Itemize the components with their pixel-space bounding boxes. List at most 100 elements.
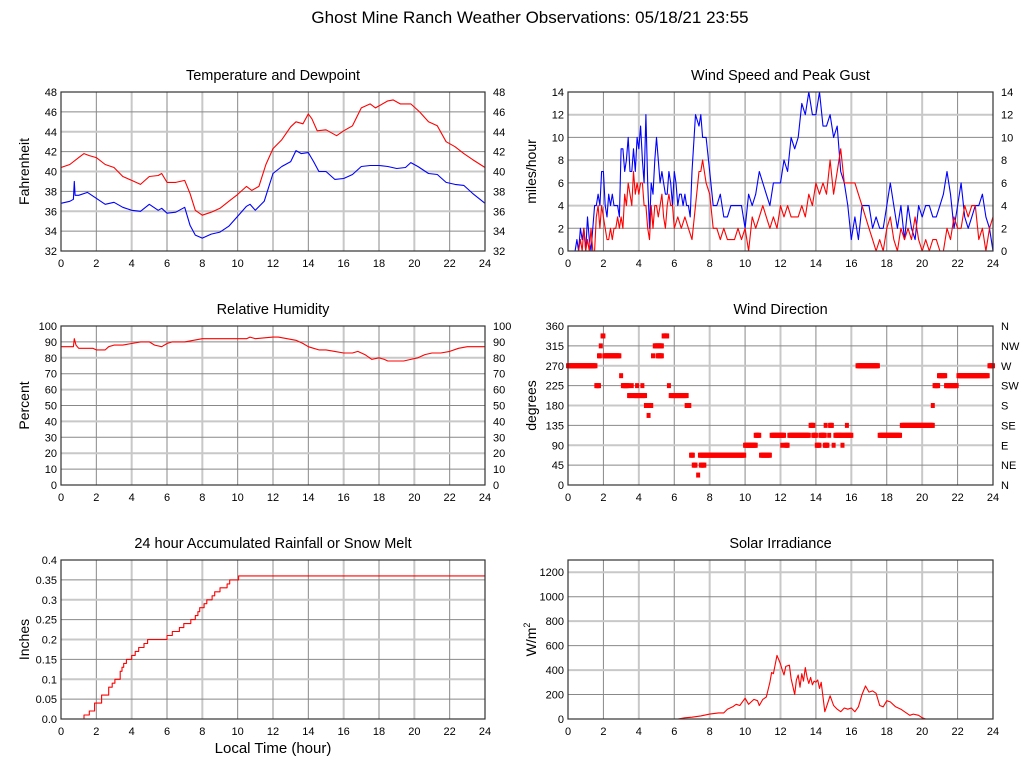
series-line-accumulated-rainfall xyxy=(61,575,485,720)
data-point xyxy=(806,432,811,438)
data-point xyxy=(831,442,836,448)
x-tick-label: 14 xyxy=(810,726,822,738)
y-axis-label-text: Inches xyxy=(16,619,32,660)
data-point xyxy=(757,432,762,438)
x-tick-label: 18 xyxy=(881,492,893,504)
data-point xyxy=(849,432,854,438)
y-tick-label: 270 xyxy=(546,361,564,373)
y-tick-label: 360 xyxy=(546,321,564,333)
y-tick-label: 0.05 xyxy=(36,694,57,706)
y-tick-label: 48 xyxy=(45,87,57,99)
data-point xyxy=(767,452,772,458)
y-tick-label: 2 xyxy=(558,223,564,235)
right-axis-label: 14 xyxy=(1001,87,1013,99)
y-tick-label: 60 xyxy=(45,385,57,397)
x-tick-label: 2 xyxy=(93,492,99,504)
y-tick-label: 36 xyxy=(45,206,57,218)
y-tick-label: 30 xyxy=(45,432,57,444)
x-tick-label: 12 xyxy=(774,492,786,504)
chart-title: Temperature and Dewpoint xyxy=(186,68,360,84)
right-axis-label: 30 xyxy=(493,432,505,444)
y-tick-label: 100 xyxy=(39,321,57,333)
x-tick-label: 0 xyxy=(58,258,64,270)
x-tick-label: 16 xyxy=(845,258,857,270)
x-tick-label: 12 xyxy=(774,726,786,738)
data-point xyxy=(742,452,747,458)
x-tick-label: 8 xyxy=(199,726,205,738)
right-axis-label: 80 xyxy=(493,353,505,365)
x-tick-label: 4 xyxy=(129,258,135,270)
right-axis-label: 0 xyxy=(493,480,499,492)
series-line-peak-gust xyxy=(568,91,994,252)
plot-frame xyxy=(60,559,486,720)
plot-frame xyxy=(567,325,994,486)
x-tick-label: 0 xyxy=(565,492,571,504)
y-tick-label: 1200 xyxy=(540,567,564,579)
data-point xyxy=(684,393,689,399)
series-line-solar-irradiance xyxy=(568,654,993,720)
y-tick-label: 32 xyxy=(45,246,57,258)
data-point xyxy=(596,383,601,389)
data-point xyxy=(844,422,849,428)
data-point xyxy=(930,422,935,428)
y-tick-label: 200 xyxy=(546,690,564,702)
data-point xyxy=(649,403,654,408)
plot-frame xyxy=(60,91,486,252)
right-axis-label: 20 xyxy=(493,448,505,460)
data-point xyxy=(626,383,631,389)
x-tick-label: 22 xyxy=(951,492,963,504)
right-axis-label: 48 xyxy=(493,87,505,99)
x-tick-label: 0 xyxy=(565,258,571,270)
y-axis-label-text: Fahrenheit xyxy=(16,138,32,205)
x-tick-label: 24 xyxy=(987,492,999,504)
right-axis-label: SE xyxy=(1001,420,1016,432)
x-tick-label: 16 xyxy=(845,726,857,738)
x-tick-label: 24 xyxy=(479,258,491,270)
x-tick-label: 14 xyxy=(810,258,822,270)
x-tick-label: 2 xyxy=(600,726,606,738)
x-tick-label: 6 xyxy=(671,726,677,738)
right-axis-label: 34 xyxy=(493,226,505,238)
data-point xyxy=(643,393,648,399)
right-axis-label: 42 xyxy=(493,147,505,159)
y-tick-label: 46 xyxy=(45,107,57,119)
x-tick-label: 14 xyxy=(302,258,314,270)
data-point xyxy=(823,422,828,428)
x-axis-label: Local Time (hour) xyxy=(215,740,332,757)
y-tick-label: 135 xyxy=(546,420,564,432)
x-tick-label: 24 xyxy=(987,726,999,738)
x-tick-label: 14 xyxy=(810,492,822,504)
plot-frame xyxy=(567,91,994,252)
x-tick-label: 0 xyxy=(565,726,571,738)
data-point xyxy=(875,363,880,369)
y-tick-label: 0.2 xyxy=(42,635,57,647)
right-axis-label: 50 xyxy=(493,401,505,413)
y-tick-label: 45 xyxy=(552,460,564,472)
chart-title: Solar Irradiance xyxy=(729,536,831,552)
y-tick-label: 600 xyxy=(546,641,564,653)
y-axis-label: miles/hour xyxy=(523,139,539,204)
right-axis-label: 36 xyxy=(493,206,505,218)
y-axis-label: degrees xyxy=(523,380,539,431)
data-point xyxy=(635,383,640,389)
data-point xyxy=(640,383,645,389)
data-point xyxy=(690,452,695,458)
x-tick-label: 20 xyxy=(408,492,420,504)
data-point xyxy=(659,353,664,359)
right-axis-label: 32 xyxy=(493,246,505,258)
y-tick-label: 44 xyxy=(45,127,57,139)
right-axis-label: W xyxy=(1001,361,1012,373)
x-tick-label: 16 xyxy=(845,492,857,504)
right-axis-label: 38 xyxy=(493,186,505,198)
data-point xyxy=(628,393,633,399)
y-tick-label: 225 xyxy=(546,381,564,393)
data-point xyxy=(593,363,598,369)
x-tick-label: 8 xyxy=(707,726,713,738)
right-axis-label: NW xyxy=(1001,341,1020,353)
y-axis-label-text: W/m xyxy=(523,628,539,657)
right-axis-label: 40 xyxy=(493,167,505,179)
